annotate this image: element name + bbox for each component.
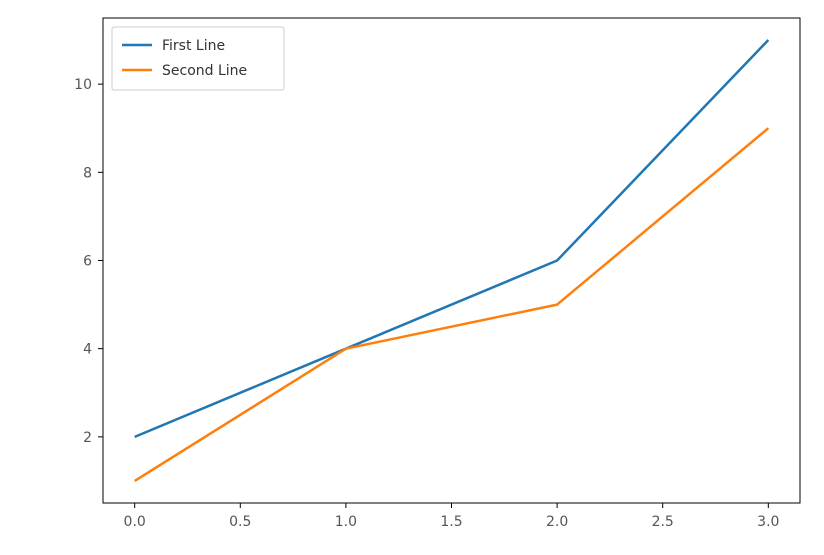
legend-label-1: Second Line bbox=[162, 63, 247, 79]
line-chart: 0.0 0.5 1.0 1.5 2.0 2.5 3.0 2 4 6 8 10 First Line Sec… bbox=[0, 0, 824, 555]
y-tick-label: 2 bbox=[83, 430, 92, 446]
x-tick-label: 0.0 bbox=[124, 514, 146, 530]
chart-svg: 0.0 0.5 1.0 1.5 2.0 2.5 3.0 2 4 6 8 10 First Line Sec… bbox=[0, 0, 824, 555]
x-tick-label: 2.0 bbox=[546, 514, 568, 530]
y-tick-label: 8 bbox=[83, 165, 92, 181]
y-tick-label: 10 bbox=[74, 77, 92, 93]
x-tick-label: 2.5 bbox=[652, 514, 674, 530]
x-tick-label: 3.0 bbox=[757, 514, 779, 530]
legend-box bbox=[112, 27, 284, 90]
legend: First Line Second Line bbox=[112, 27, 284, 90]
x-tick-label: 1.0 bbox=[335, 514, 357, 530]
legend-label-0: First Line bbox=[162, 38, 225, 54]
x-tick-label: 0.5 bbox=[229, 514, 251, 530]
y-tick-label: 6 bbox=[83, 254, 92, 270]
x-tick-label: 1.5 bbox=[440, 514, 462, 530]
y-tick-label: 4 bbox=[83, 342, 92, 358]
